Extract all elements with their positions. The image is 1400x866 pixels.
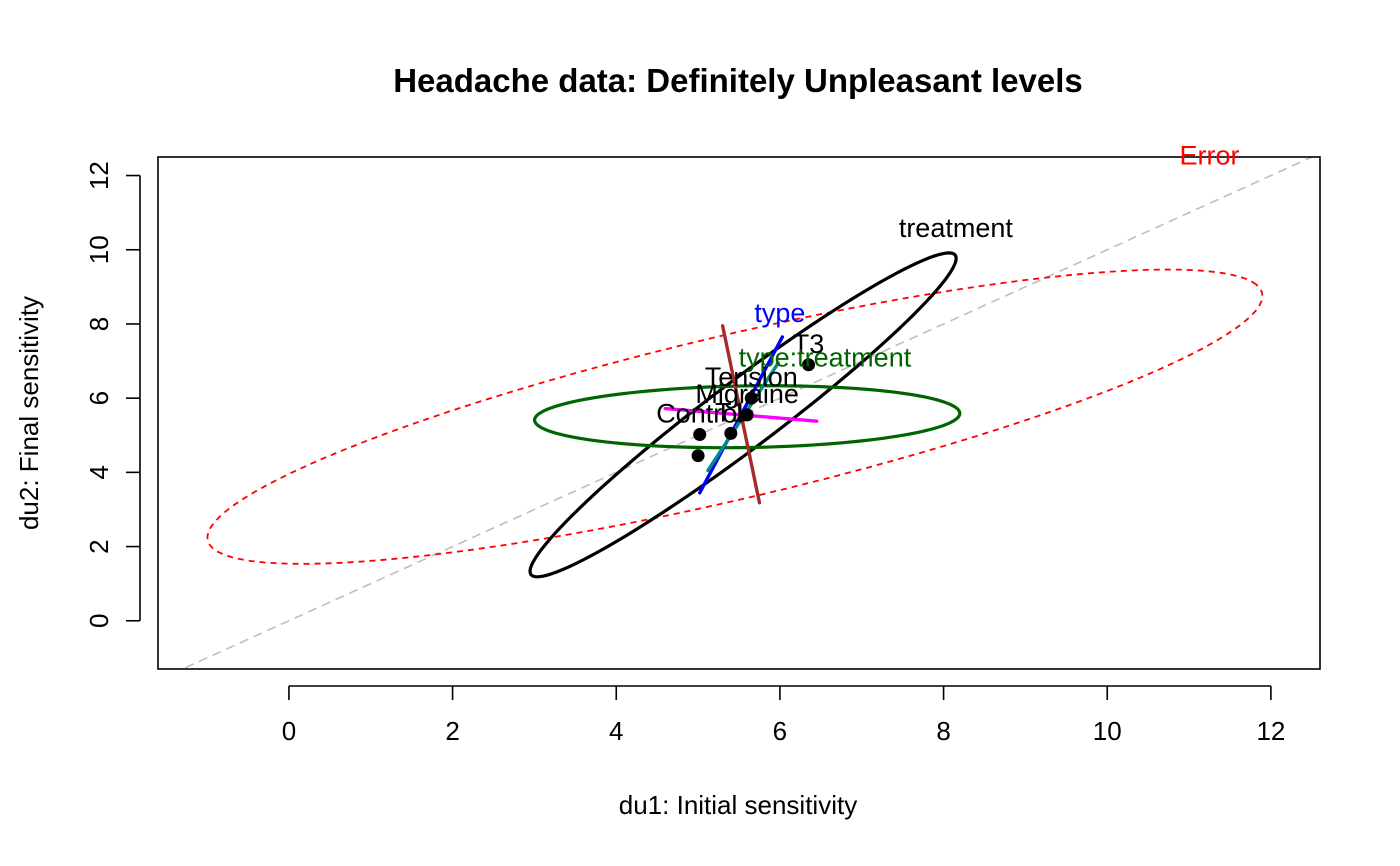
plot-frame — [157, 156, 1321, 670]
chart-title: Headache data: Definitely Unpleasant lev… — [393, 62, 1083, 99]
data-point-3 — [724, 426, 738, 440]
y-tick-label-5: 10 — [84, 235, 114, 264]
plot-area — [180, 157, 1314, 669]
ellipse-treatment — [528, 251, 958, 579]
y-tick-label-2: 4 — [84, 465, 114, 479]
data-point-1 — [744, 391, 758, 405]
ellipse-label-treatment: treatment — [899, 213, 1014, 243]
y-tick-label-0: 0 — [84, 614, 114, 628]
x-axis-label: du1: Initial sensitivity — [619, 790, 857, 820]
point-label-t3: T3 — [793, 329, 825, 359]
ellipse-error — [206, 268, 1264, 565]
point-label-control: Control — [656, 399, 743, 429]
axes: 0 2 4 6 8 10 12 0 2 4 6 8 10 12 — [84, 161, 1285, 746]
data-point-2 — [740, 408, 754, 422]
ellipse-type-treatment — [532, 384, 962, 450]
x-tick-label-5: 10 — [1093, 716, 1122, 746]
y-tick-label-3: 6 — [84, 391, 114, 405]
ellipse-label-type: type — [754, 298, 805, 328]
point-label-migraine: Migraine — [695, 379, 799, 409]
y-tick-label-4: 8 — [84, 317, 114, 331]
x-tick-label-6: 12 — [1256, 716, 1285, 746]
y-tick-label-6: 12 — [84, 161, 114, 190]
data-point-5 — [691, 449, 705, 463]
x-tick-label-4: 8 — [936, 716, 950, 746]
data-point-4 — [693, 428, 707, 442]
data-point-0 — [802, 358, 816, 372]
point-label-tension: Tension — [705, 362, 798, 392]
x-tick-label-3: 6 — [773, 716, 787, 746]
ellipse-label-type-treatment: type:treatment — [739, 343, 912, 373]
x-tick-label-2: 4 — [609, 716, 623, 746]
x-tick-label-0: 0 — [282, 716, 296, 746]
point-label-t1: T1 — [715, 397, 747, 427]
y-axis-label: du2: Final sensitivity — [14, 296, 44, 530]
x-tick-label-1: 2 — [445, 716, 459, 746]
ellipse-label-error: Error — [1180, 140, 1240, 170]
y-tick-label-1: 2 — [84, 539, 114, 553]
